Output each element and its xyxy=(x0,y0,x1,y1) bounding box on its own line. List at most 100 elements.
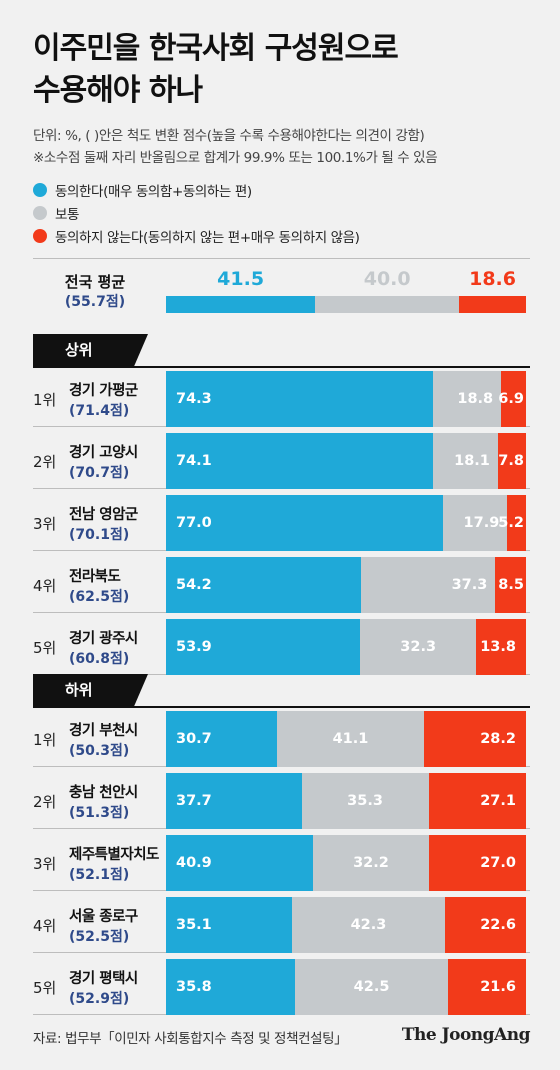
bar-segment-disagree-value: 21.6 xyxy=(480,979,516,995)
bar-segment-agree: 40.9 xyxy=(166,835,314,891)
bar-segment-disagree-value: 13.8 xyxy=(480,639,516,655)
bar-segment-agree: 37.7 xyxy=(166,773,302,829)
table-row: 1위 경기 부천시 (50.3점) 30.7 41.1 28.2 xyxy=(33,711,530,767)
bar-segment-disagree-value: 5.2 xyxy=(498,515,524,531)
national-average-disagree-value: 18.6 xyxy=(469,268,516,290)
bar-segment-disagree: 8.5 xyxy=(495,557,526,613)
bar-segment-disagree: 22.6 xyxy=(444,897,526,953)
row-score: (70.1점) xyxy=(69,527,130,543)
rounding-note: ※소수점 둘째 자리 반올림으로 합계가 99.9% 또는 100.1%가 될 … xyxy=(33,150,438,166)
table-row: 4위 전라북도 (62.5점) 54.2 37.3 8.5 xyxy=(33,557,530,613)
bar-segment-disagree: 13.8 xyxy=(476,619,526,675)
bar-segment-neutral: 32.3 xyxy=(360,619,477,675)
bar-segment-neutral-value: 41.1 xyxy=(332,731,369,747)
stacked-bar: 35.1 42.3 22.6 xyxy=(166,897,526,953)
row-score: (51.3점) xyxy=(69,805,130,821)
bar-segment-neutral: 32.2 xyxy=(313,835,429,891)
bar-segment-disagree: 7.8 xyxy=(497,433,526,489)
brand-logo: The JoongAng xyxy=(401,1025,531,1045)
table-row: 4위 서울 종로구 (52.5점) 35.1 42.3 22.6 xyxy=(33,897,530,953)
legend-neutral-label: 보통 xyxy=(55,207,80,223)
bar-segment-neutral: 18.1 xyxy=(432,433,498,489)
bar-segment-disagree: 21.6 xyxy=(448,959,526,1015)
bar-segment-agree-value: 40.9 xyxy=(176,855,212,871)
row-rank: 3위 xyxy=(33,855,57,873)
row-rank: 4위 xyxy=(33,917,57,935)
row-rank: 5위 xyxy=(33,979,57,997)
national-average-score: (55.7점) xyxy=(64,294,126,310)
legend-agree-swatch xyxy=(33,183,47,197)
national-average-agree-value: 41.5 xyxy=(217,268,265,290)
row-region-name: 경기 가평군 xyxy=(69,383,138,399)
title-line-2: 수용해야 하나 xyxy=(33,73,203,108)
table-row: 1위 경기 가평군 (71.4점) 74.3 18.8 6.9 xyxy=(33,371,530,427)
stacked-bar: 37.7 35.3 27.1 xyxy=(166,773,526,829)
stacked-bar: 30.7 41.1 28.2 xyxy=(166,711,526,767)
row-rank: 2위 xyxy=(33,453,57,471)
bar-segment-disagree: 27.1 xyxy=(428,773,526,829)
stacked-bar: 74.3 18.8 6.9 xyxy=(166,371,526,427)
bar-segment-disagree: 27.0 xyxy=(428,835,526,891)
row-score: (52.5점) xyxy=(69,929,130,945)
legend-neutral-swatch xyxy=(33,206,47,220)
national-average-agree-segment xyxy=(166,296,316,313)
national-average-bar xyxy=(166,296,526,313)
row-region-name: 경기 평택시 xyxy=(69,971,138,987)
divider xyxy=(33,258,530,259)
row-region-name: 전남 영암군 xyxy=(69,507,138,523)
bar-segment-neutral: 18.8 xyxy=(433,371,502,427)
bar-segment-agree-value: 74.1 xyxy=(176,453,212,469)
title-line-1: 이주민을 한국사회 구성원으로 xyxy=(33,31,399,66)
bar-segment-neutral: 41.1 xyxy=(276,711,425,767)
bar-segment-neutral: 42.5 xyxy=(295,959,449,1015)
bar-segment-agree-value: 54.2 xyxy=(176,577,212,593)
national-average-disagree-segment xyxy=(459,296,526,313)
bar-segment-neutral-value: 18.1 xyxy=(454,453,490,469)
table-row: 3위 제주특별자치도 (52.1점) 40.9 32.2 27.0 xyxy=(33,835,530,891)
national-average-neutral-segment xyxy=(315,296,460,313)
section-tab-top: 상위 xyxy=(33,334,148,366)
bar-segment-neutral: 37.3 xyxy=(361,557,496,613)
table-row: 5위 경기 광주시 (60.8점) 53.9 32.3 13.8 xyxy=(33,619,530,675)
stacked-bar: 54.2 37.3 8.5 xyxy=(166,557,526,613)
bar-segment-neutral: 17.9 xyxy=(442,495,508,551)
bar-segment-agree-value: 30.7 xyxy=(176,731,212,747)
table-row: 5위 경기 평택시 (52.9점) 35.8 42.5 21.6 xyxy=(33,959,530,1015)
row-region-name: 전라북도 xyxy=(69,569,121,585)
bar-segment-agree: 74.1 xyxy=(166,433,433,489)
legend-disagree: 동의하지 않는다(동의하지 않는 편+매우 동의하지 않음) xyxy=(33,226,360,246)
bar-segment-disagree-value: 27.0 xyxy=(480,855,516,871)
unit-note: 단위: %, ( )안은 척도 변환 점수(높을 수록 수용해야한다는 의견이 … xyxy=(33,128,425,144)
bar-segment-disagree-value: 22.6 xyxy=(480,917,516,933)
row-score: (71.4점) xyxy=(69,403,130,419)
row-rank: 2위 xyxy=(33,793,57,811)
bar-segment-agree: 74.3 xyxy=(166,371,434,427)
bar-segment-neutral-value: 17.9 xyxy=(463,515,500,531)
row-score: (52.1점) xyxy=(69,867,130,883)
bar-segment-neutral: 42.3 xyxy=(292,897,445,953)
row-rank: 3위 xyxy=(33,515,57,533)
row-rank: 4위 xyxy=(33,577,57,595)
row-rank: 1위 xyxy=(33,731,57,749)
stacked-bar: 77.0 17.9 5.2 xyxy=(166,495,526,551)
row-region-name: 제주특별자치도 xyxy=(69,847,159,863)
bar-segment-disagree-value: 8.5 xyxy=(498,577,524,593)
stacked-bar: 74.1 18.1 7.8 xyxy=(166,433,526,489)
table-row: 2위 경기 고양시 (70.7점) 74.1 18.1 7.8 xyxy=(33,433,530,489)
bar-segment-disagree: 5.2 xyxy=(498,495,526,551)
row-score: (50.3점) xyxy=(69,743,130,759)
bar-segment-neutral: 35.3 xyxy=(301,773,429,829)
legend-disagree-label: 동의하지 않는다(동의하지 않는 편+매우 동의하지 않음) xyxy=(55,230,360,246)
bar-segment-neutral-value: 37.3 xyxy=(451,577,488,593)
stacked-bar: 35.8 42.5 21.6 xyxy=(166,959,526,1015)
row-score: (62.5점) xyxy=(69,589,130,605)
bar-segment-agree-value: 35.8 xyxy=(176,979,212,995)
bar-segment-agree-value: 35.1 xyxy=(176,917,212,933)
national-average-label: 전국 평균 (55.7점) xyxy=(40,272,150,312)
source-note: 자료: 법무부「이민자 사회통합지수 측정 및 정책컨설팅」 xyxy=(33,1031,348,1047)
row-region-name: 서울 종로구 xyxy=(69,909,138,925)
row-region-name: 충남 천안시 xyxy=(69,785,138,801)
bar-segment-agree: 77.0 xyxy=(166,495,443,551)
bar-segment-agree-value: 53.9 xyxy=(176,639,212,655)
bar-segment-agree-value: 74.3 xyxy=(176,391,212,407)
